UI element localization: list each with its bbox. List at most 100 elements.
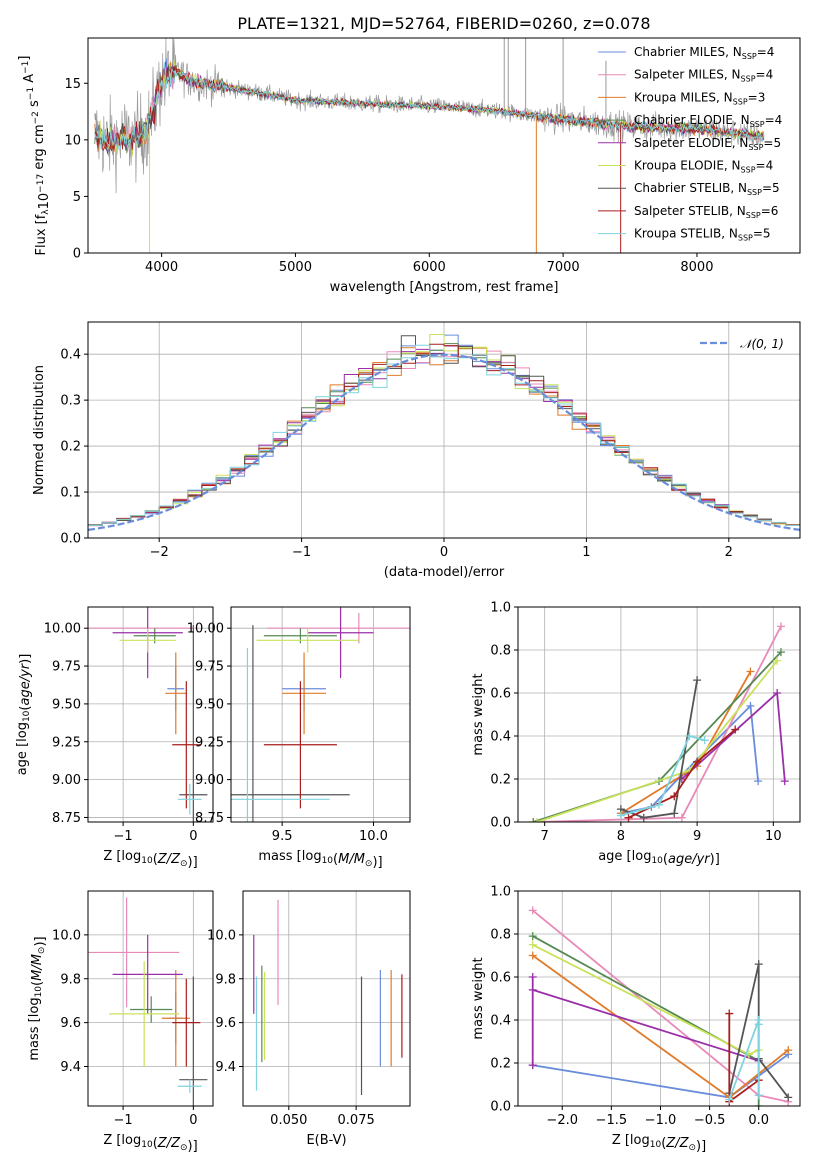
- x-tick-label: 0: [440, 545, 448, 560]
- errorbar-kroupa-stelib: [177, 784, 202, 815]
- errorbar-salpeter-stelib: [172, 978, 201, 1067]
- legend-item-chabrier-stelib: Chabrier STELIB, NSSP=5: [598, 181, 780, 197]
- normal-reference-curve: [88, 353, 800, 531]
- series-marker: [693, 757, 702, 766]
- x-tick-label: 9: [693, 829, 701, 844]
- chart-mass_vs_ebv: 0.050 0.075 9.4 9.6 9.8 10.0 E(B-V): [207, 890, 411, 1148]
- legend-item-salpeter-elodie: Salpeter ELODIE, NSSP=5: [598, 136, 781, 152]
- chart-mass_vs_Z: −1 0 9.4 9.6 9.8 10.0 Z [log10(Z/Z⊙)] mass [log…: [27, 890, 214, 1154]
- y-tick-label: 0.2: [490, 1057, 511, 1072]
- x-tick-label: 7000: [547, 260, 580, 275]
- x-tick-label: 8000: [680, 260, 713, 275]
- legend-label: Salpeter MILES, NSSP=4: [634, 68, 773, 84]
- series-marker: [685, 732, 694, 740]
- legend-label: Salpeter STELIB, NSSP=6: [634, 204, 778, 220]
- legend: Chabrier MILES, NSSP=4 Salpeter MILES, NS…: [598, 45, 782, 243]
- chart-age_vs_mass: 9.5 10.0 8.75 9.00 9.25 9.50 9.75 10.00 mass [lo…: [187, 606, 411, 870]
- y-tick-label: 9.25: [195, 735, 224, 750]
- series-marker: [670, 809, 679, 818]
- series-marker: [784, 1046, 793, 1055]
- chart-age_vs_Z: −1 0 8.75 9.00 9.25 9.50 9.75 10.00 Z [log10(Z/Z…: [15, 606, 214, 870]
- plot-area: [88, 607, 208, 822]
- errorbar-salpeter-stelib: [263, 681, 337, 809]
- x-tick-label: 6000: [413, 260, 446, 275]
- y-tick-label: 9.8: [215, 972, 236, 987]
- legend-label: Salpeter ELODIE, NSSP=5: [634, 136, 781, 152]
- y-axis-label: Flux [fλ10−17 erg cm−2 s−1 A−1]: [17, 56, 52, 256]
- figure-title: PLATE=1321, MJD=52764, FIBERID=0260, z=0…: [237, 14, 650, 33]
- x-tick-label: −1: [292, 545, 311, 560]
- legend-label: Kroupa MILES, NSSP=3: [634, 90, 765, 106]
- x-tick-label: 10.0: [359, 829, 388, 844]
- x-axis-label: wavelength [Angstrom, rest frame]: [330, 280, 559, 295]
- y-tick-label: 0.2: [490, 773, 511, 788]
- series-marker: [528, 985, 537, 994]
- errorbar-salpeter-elodie: [112, 934, 183, 1014]
- errorbar-salpeter-miles: [88, 897, 180, 1008]
- series-line: [728, 963, 789, 1098]
- legend-item-kroupa-elodie: Kroupa ELODIE, NSSP=4: [598, 159, 773, 175]
- legend-label: Kroupa STELIB, NSSP=5: [634, 227, 771, 243]
- y-tick-label: 5: [73, 190, 81, 205]
- legend-label: Chabrier STELIB, NSSP=5: [634, 181, 780, 197]
- y-tick-label: 9.6: [215, 1016, 236, 1031]
- y-tick-label: 0.0: [490, 1100, 511, 1115]
- y-tick-label: 0.6: [490, 687, 511, 702]
- errorbar-chabrier-stelib: [179, 625, 208, 822]
- errorbar-kroupa-elodie: [119, 628, 176, 653]
- y-tick-label: 0.4: [490, 730, 511, 745]
- series-marker: [616, 811, 625, 820]
- errorbar-salpeter-stelib: [172, 681, 201, 809]
- y-axis-label: mass [log10(M/M⊙)]: [27, 936, 48, 1060]
- series-marker: [746, 667, 755, 676]
- legend-item-salpeter-miles: Salpeter MILES, NSSP=4: [598, 68, 773, 84]
- histogram-salpeter-stelib: [88, 343, 800, 526]
- errorbar-kroupa-miles: [282, 652, 326, 735]
- axes-frame: [230, 606, 411, 823]
- y-tick-label: 0.0: [490, 816, 511, 831]
- series-marker: [655, 800, 663, 809]
- series-marker: [528, 951, 537, 960]
- series-marker: [754, 1091, 763, 1100]
- y-tick-label: 0.4: [490, 1014, 511, 1029]
- x-axis-label: E(B-V): [306, 1133, 346, 1148]
- x-axis-label: mass [log10(M/M⊙)]: [258, 849, 382, 870]
- x-tick-label: 0: [189, 1113, 197, 1128]
- y-tick-label: 8.75: [195, 811, 224, 826]
- y-tick-label: 0.8: [490, 644, 511, 659]
- x-axis-label: Z [log10(Z/Z⊙)]: [103, 849, 197, 870]
- y-tick-label: 9.25: [52, 735, 81, 750]
- y-tick-label: 1.0: [490, 601, 511, 616]
- chart-spectrum: 4000 5000 6000 7000 8000 0 5 10 15 wavelength [An…: [17, 37, 801, 295]
- series-marker: [725, 1009, 734, 1018]
- series-marker: [528, 906, 537, 915]
- x-tick-label: −2: [150, 545, 169, 560]
- x-tick-label: 0.0: [748, 1113, 769, 1128]
- y-tick-label: 9.00: [52, 773, 81, 788]
- series-marker: [784, 1093, 793, 1102]
- series-marker: [754, 960, 763, 969]
- y-tick-label: 8.75: [52, 811, 81, 826]
- model-spectrum-kroupa-stelib: [94, 62, 765, 151]
- y-tick-label: 0.6: [490, 971, 511, 986]
- x-tick-label: 2: [725, 545, 733, 560]
- y-axis-label: mass weight: [471, 957, 486, 1039]
- legend-item-kroupa-miles: Kroupa MILES, NSSP=3: [598, 90, 765, 106]
- plot-area: [88, 897, 208, 1106]
- series-marker: [693, 676, 702, 685]
- legend-label: Chabrier ELODIE, NSSP=4: [634, 113, 782, 129]
- errorbar-salpeter-miles: [267, 613, 410, 644]
- y-tick-label: 15: [64, 77, 81, 92]
- y-tick-label: 0.0: [60, 532, 81, 547]
- series-marker: [780, 777, 789, 786]
- errorbar-kroupa-elodie: [109, 961, 180, 1067]
- errorbar-kroupa-miles: [165, 652, 187, 735]
- series-marker: [725, 1095, 734, 1104]
- series-marker: [754, 1102, 763, 1106]
- y-tick-label: 9.50: [52, 697, 81, 712]
- y-tick-label: 9.4: [215, 1060, 236, 1075]
- x-tick-label: −0.5: [694, 1113, 726, 1128]
- legend: 𝒩(0, 1): [700, 337, 784, 351]
- plot-area: [88, 334, 800, 531]
- series-marker: [731, 725, 740, 734]
